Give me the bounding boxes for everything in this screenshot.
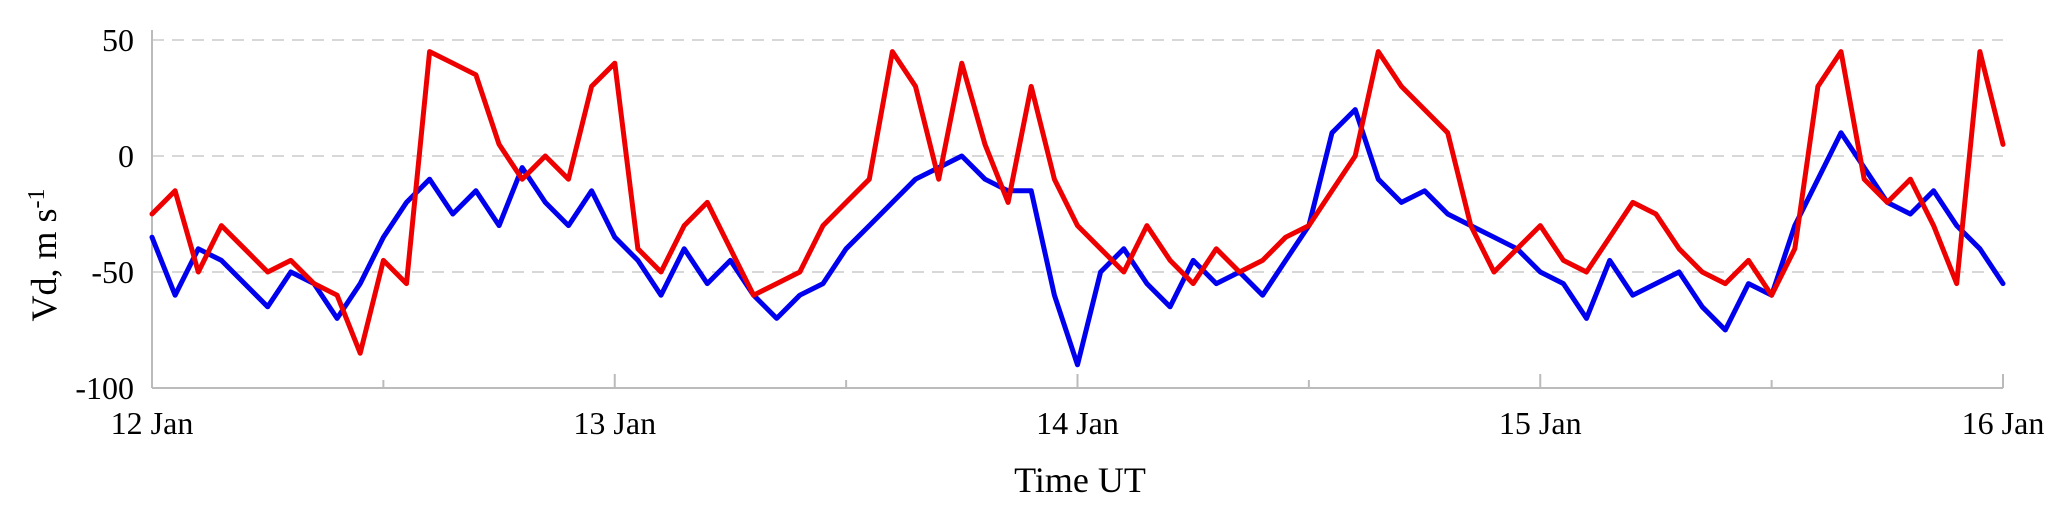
y-axis-title-main: Vd, m s bbox=[24, 208, 64, 321]
x-tick-label: 16 Jan bbox=[1962, 405, 2045, 441]
x-tick-label: 13 Jan bbox=[573, 405, 656, 441]
x-axis-title: Time UT bbox=[1014, 460, 1146, 500]
grid-lines bbox=[152, 39, 2003, 273]
y-tick-label: -50 bbox=[91, 254, 134, 290]
y-tick-label: 0 bbox=[118, 138, 134, 174]
series-group bbox=[149, 49, 2006, 368]
x-tick-label: 15 Jan bbox=[1499, 405, 1582, 441]
axes bbox=[151, 30, 2004, 389]
series-line-1 bbox=[149, 107, 2006, 368]
y-tick-label: 50 bbox=[102, 22, 134, 58]
y-tick-labels: 50 0 -50 -100 bbox=[75, 22, 134, 406]
series-line-2 bbox=[149, 49, 2006, 356]
x-tick-label: 14 Jan bbox=[1036, 405, 1119, 441]
x-tick-label: 12 Jan bbox=[111, 405, 194, 441]
y-tick-label: -100 bbox=[75, 370, 134, 406]
x-tick-labels: 12 Jan 13 Jan 14 Jan 15 Jan 16 Jan bbox=[111, 405, 2045, 441]
y-axis-title-superscript: -1 bbox=[24, 188, 50, 208]
y-axis-title: Vd, m s-1 bbox=[24, 188, 64, 321]
